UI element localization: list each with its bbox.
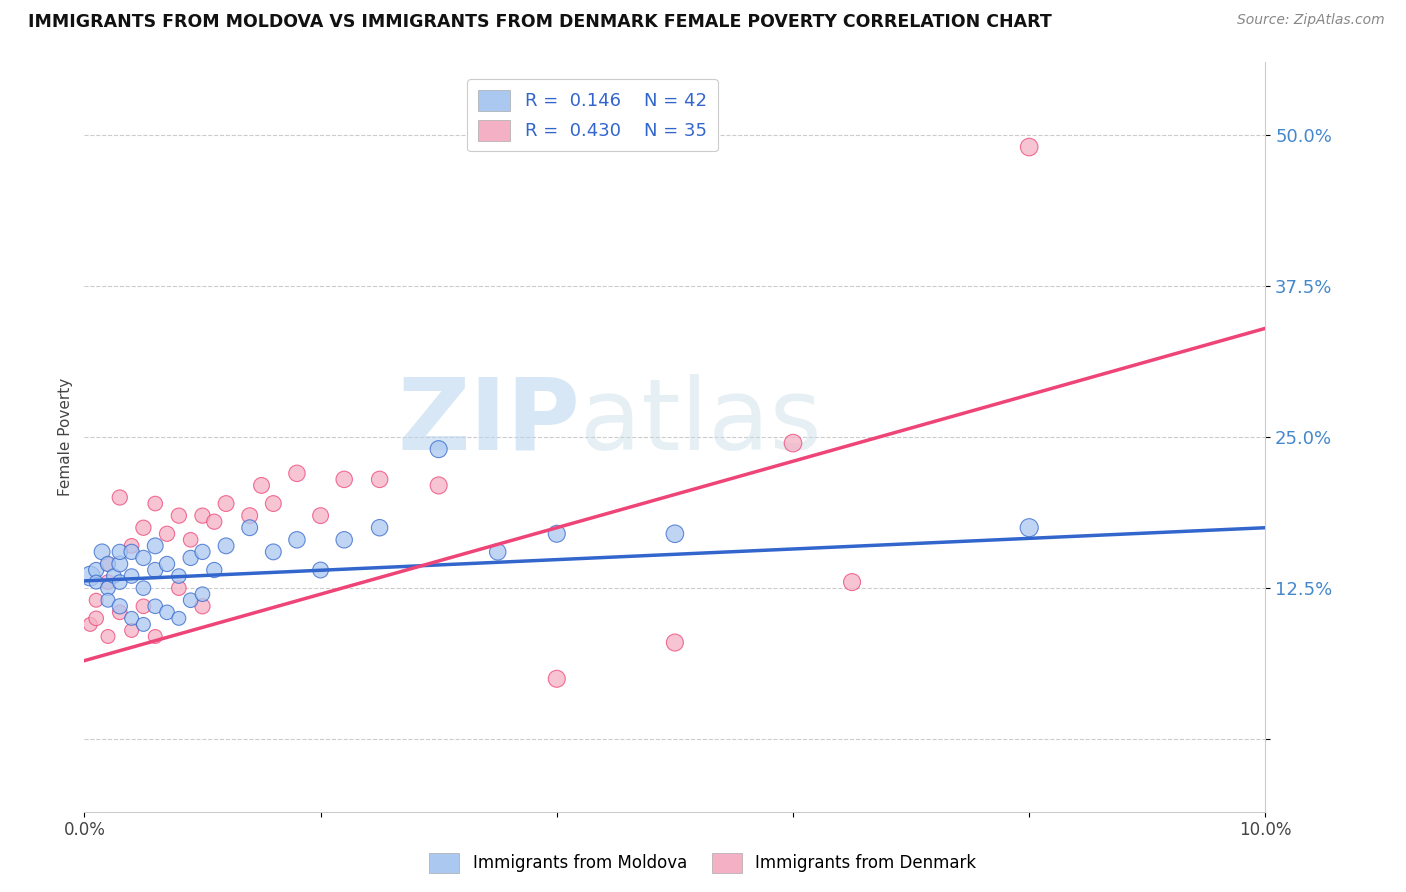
- Point: [215, 497, 238, 511]
- Point: [333, 533, 356, 547]
- Point: [156, 605, 179, 619]
- Point: [143, 563, 166, 577]
- Point: [156, 557, 179, 571]
- Point: [202, 515, 225, 529]
- Point: [486, 545, 509, 559]
- Point: [108, 491, 131, 505]
- Point: [121, 569, 143, 583]
- Point: [121, 539, 143, 553]
- Point: [427, 442, 450, 457]
- Point: [368, 472, 391, 486]
- Point: [285, 467, 308, 481]
- Point: [84, 611, 107, 625]
- Point: [191, 587, 214, 601]
- Point: [841, 575, 863, 590]
- Legend: R =  0.146    N = 42, R =  0.430    N = 35: R = 0.146 N = 42, R = 0.430 N = 35: [467, 79, 717, 152]
- Point: [132, 521, 155, 535]
- Point: [121, 545, 143, 559]
- Point: [143, 539, 166, 553]
- Point: [132, 617, 155, 632]
- Point: [121, 611, 143, 625]
- Point: [250, 478, 273, 492]
- Point: [91, 545, 114, 559]
- Point: [309, 508, 332, 523]
- Point: [309, 563, 332, 577]
- Point: [664, 526, 686, 541]
- Point: [202, 563, 225, 577]
- Point: [1018, 521, 1040, 535]
- Point: [156, 526, 179, 541]
- Point: [262, 545, 284, 559]
- Point: [191, 508, 214, 523]
- Point: [84, 563, 107, 577]
- Point: [97, 557, 120, 571]
- Point: [167, 581, 190, 595]
- Point: [97, 557, 120, 571]
- Point: [121, 624, 143, 638]
- Point: [97, 581, 120, 595]
- Point: [368, 521, 391, 535]
- Point: [108, 575, 131, 590]
- Point: [108, 599, 131, 614]
- Point: [108, 557, 131, 571]
- Y-axis label: Female Poverty: Female Poverty: [58, 378, 73, 496]
- Point: [167, 611, 190, 625]
- Point: [285, 533, 308, 547]
- Text: atlas: atlas: [581, 374, 823, 471]
- Point: [132, 581, 155, 595]
- Point: [79, 617, 101, 632]
- Point: [180, 593, 202, 607]
- Text: Source: ZipAtlas.com: Source: ZipAtlas.com: [1237, 13, 1385, 28]
- Point: [546, 672, 568, 686]
- Text: ZIP: ZIP: [398, 374, 581, 471]
- Point: [84, 575, 107, 590]
- Point: [191, 599, 214, 614]
- Point: [262, 497, 284, 511]
- Point: [1018, 140, 1040, 154]
- Point: [143, 630, 166, 644]
- Point: [180, 550, 202, 565]
- Point: [180, 533, 202, 547]
- Point: [84, 593, 107, 607]
- Point: [143, 599, 166, 614]
- Point: [132, 550, 155, 565]
- Point: [664, 635, 686, 649]
- Point: [546, 526, 568, 541]
- Point: [215, 539, 238, 553]
- Point: [103, 569, 125, 583]
- Point: [782, 436, 804, 450]
- Point: [143, 497, 166, 511]
- Point: [108, 545, 131, 559]
- Point: [239, 508, 262, 523]
- Point: [427, 478, 450, 492]
- Point: [333, 472, 356, 486]
- Point: [97, 630, 120, 644]
- Text: IMMIGRANTS FROM MOLDOVA VS IMMIGRANTS FROM DENMARK FEMALE POVERTY CORRELATION CH: IMMIGRANTS FROM MOLDOVA VS IMMIGRANTS FR…: [28, 13, 1052, 31]
- Point: [167, 569, 190, 583]
- Point: [167, 508, 190, 523]
- Point: [132, 599, 155, 614]
- Point: [239, 521, 262, 535]
- Point: [97, 593, 120, 607]
- Point: [97, 575, 120, 590]
- Point: [191, 545, 214, 559]
- Point: [79, 569, 101, 583]
- Legend: Immigrants from Moldova, Immigrants from Denmark: Immigrants from Moldova, Immigrants from…: [423, 847, 983, 880]
- Point: [108, 605, 131, 619]
